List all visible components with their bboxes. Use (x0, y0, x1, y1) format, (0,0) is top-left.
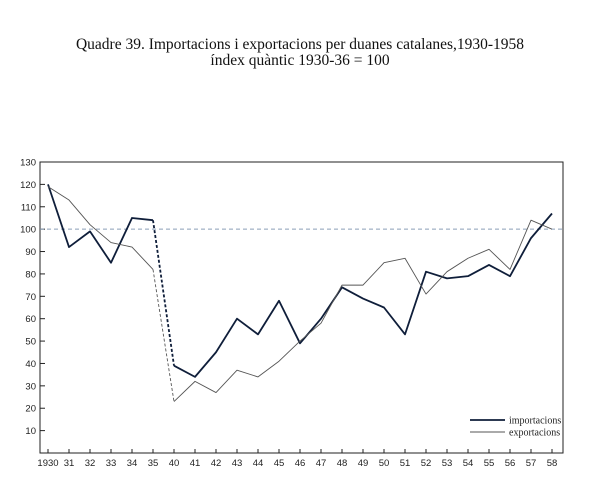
x-tick-label: 35 (148, 458, 159, 469)
y-tick-label: 30 (25, 381, 36, 392)
series-line-importacions-1930s (47, 184, 154, 264)
x-tick-label: 49 (358, 458, 369, 469)
series-line-exportacions-1940s (173, 219, 553, 402)
series-group (47, 184, 553, 402)
y-tick-label: 130 (20, 158, 36, 169)
x-tick-label: 51 (400, 458, 411, 469)
y-tick-label: 100 (20, 225, 36, 236)
series-line-importacions-1940s (173, 212, 553, 378)
y-tick-label: 70 (25, 292, 36, 303)
x-tick-label: 34 (127, 458, 138, 469)
x-tick-label: 57 (526, 458, 537, 469)
x-tick-label: 45 (274, 458, 285, 469)
x-tick-label: 58 (547, 458, 558, 469)
y-tick-label: 60 (25, 314, 36, 325)
y-tick-label: 90 (25, 247, 36, 258)
x-tick-label: 50 (379, 458, 390, 469)
x-tick-label: 56 (505, 458, 516, 469)
series-line-exportacions-1930s (47, 186, 154, 270)
y-tick-label: 20 (25, 404, 36, 415)
x-axis: 1930 31 32 33 34 35 40 41 42 43 44 45 46 47 48 49 50 51 52… (37, 449, 557, 469)
x-tick-label: 40 (169, 458, 180, 469)
x-tick-label: 1930 (37, 458, 58, 469)
plot-frame (39, 161, 564, 454)
chart-subtitle: índex quàntic 1930-36 = 100 (210, 52, 390, 69)
x-tick-label: 47 (316, 458, 327, 469)
x-tick-label: 52 (421, 458, 432, 469)
y-tick-label: 120 (20, 180, 36, 191)
x-tick-label: 53 (442, 458, 453, 469)
y-tick-label: 110 (21, 202, 36, 213)
x-tick-label: 55 (484, 458, 495, 469)
x-tick-label: 54 (463, 458, 474, 469)
y-tick-label: 80 (25, 269, 36, 280)
x-tick-label: 42 (211, 458, 222, 469)
y-tick-label: 10 (25, 426, 36, 437)
x-tick-label: 44 (253, 458, 264, 469)
x-tick-label: 46 (295, 458, 306, 469)
series-gap-exportacions (152, 269, 175, 402)
x-tick-label: 48 (337, 458, 348, 469)
chart-title: Quadre 39. Importacions i exportacions p… (75, 36, 525, 53)
series-gap-importacions (152, 220, 175, 366)
x-tick-label: 41 (190, 458, 201, 469)
legend-label-exportacions: exportacions (509, 428, 560, 439)
x-tick-label: 32 (85, 458, 96, 469)
y-tick-label: 50 (25, 337, 36, 348)
legend-label-importacions: importacions (509, 416, 561, 427)
y-axis: 10 20 30 40 50 60 70 80 90 100 110 120 130 (20, 158, 45, 437)
x-tick-label: 43 (232, 458, 243, 469)
y-tick-label: 40 (25, 359, 36, 370)
x-tick-label: 33 (106, 458, 117, 469)
x-tick-label: 31 (64, 458, 75, 469)
